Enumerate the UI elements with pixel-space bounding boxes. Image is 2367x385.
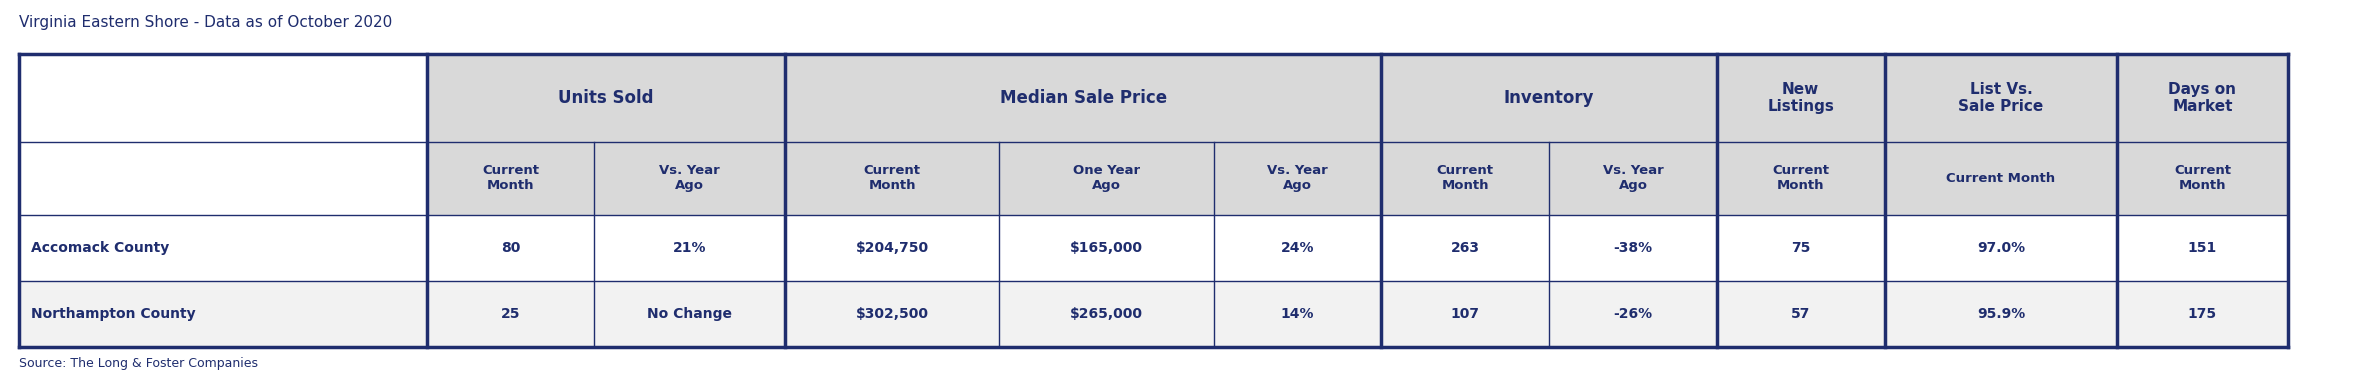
Bar — [1884, 215, 2118, 281]
Text: 175: 175 — [2187, 306, 2218, 321]
Bar — [1716, 281, 1884, 347]
Bar — [426, 281, 594, 347]
Bar — [1548, 142, 1716, 215]
Text: Vs. Year
Ago: Vs. Year Ago — [1602, 164, 1664, 192]
Text: $165,000: $165,000 — [1070, 241, 1143, 255]
Bar — [1382, 281, 1548, 347]
Text: Northampton County: Northampton County — [31, 306, 196, 321]
Bar — [2118, 281, 2287, 347]
Bar — [1214, 281, 1382, 347]
Bar — [1884, 142, 2118, 215]
Text: Inventory: Inventory — [1503, 89, 1595, 107]
Text: 95.9%: 95.9% — [1976, 306, 2026, 321]
Text: 80: 80 — [502, 241, 521, 255]
Text: Median Sale Price: Median Sale Price — [999, 89, 1167, 107]
Bar — [2118, 142, 2287, 215]
Text: 151: 151 — [2187, 241, 2218, 255]
Text: No Change: No Change — [646, 306, 731, 321]
Text: Units Sold: Units Sold — [559, 89, 653, 107]
Bar — [1214, 215, 1382, 281]
Bar — [594, 142, 786, 215]
Text: -26%: -26% — [1614, 306, 1652, 321]
Text: 263: 263 — [1451, 241, 1479, 255]
Text: 21%: 21% — [672, 241, 705, 255]
Bar — [999, 281, 1214, 347]
Bar — [19, 281, 426, 347]
Text: Vs. Year
Ago: Vs. Year Ago — [660, 164, 720, 192]
Bar — [1716, 142, 1884, 215]
Text: Current
Month: Current Month — [1773, 164, 1830, 192]
Bar — [786, 281, 999, 347]
Text: Current Month: Current Month — [1946, 172, 2055, 185]
Bar — [2118, 215, 2287, 281]
Bar — [1548, 281, 1716, 347]
Text: Virginia Eastern Shore - Data as of October 2020: Virginia Eastern Shore - Data as of Octo… — [19, 15, 393, 30]
Bar — [1884, 281, 2118, 347]
Text: Current
Month: Current Month — [864, 164, 921, 192]
Bar — [19, 215, 426, 281]
Bar — [1382, 215, 1548, 281]
Text: Current
Month: Current Month — [2173, 164, 2232, 192]
Text: -38%: -38% — [1614, 241, 1652, 255]
Bar — [999, 215, 1214, 281]
Bar — [2118, 54, 2287, 142]
Text: $204,750: $204,750 — [857, 241, 928, 255]
Bar — [19, 54, 426, 142]
Text: Current
Month: Current Month — [1437, 164, 1494, 192]
Text: 97.0%: 97.0% — [1976, 241, 2026, 255]
Text: $265,000: $265,000 — [1070, 306, 1143, 321]
Text: 57: 57 — [1792, 306, 1811, 321]
Bar — [786, 54, 1382, 142]
Bar — [1382, 54, 1716, 142]
Bar — [594, 281, 786, 347]
Bar — [999, 142, 1214, 215]
Bar — [786, 215, 999, 281]
Bar — [1548, 215, 1716, 281]
Text: $302,500: $302,500 — [857, 306, 928, 321]
Bar — [1884, 54, 2118, 142]
Text: 25: 25 — [502, 306, 521, 321]
Bar — [1716, 215, 1884, 281]
Bar — [1716, 54, 1884, 142]
Text: 75: 75 — [1792, 241, 1811, 255]
Text: New
Listings: New Listings — [1768, 82, 1834, 114]
Text: Days on
Market: Days on Market — [2168, 82, 2237, 114]
Text: 24%: 24% — [1281, 241, 1314, 255]
Text: Vs. Year
Ago: Vs. Year Ago — [1266, 164, 1328, 192]
Bar — [426, 215, 594, 281]
Bar — [19, 142, 426, 215]
Text: 107: 107 — [1451, 306, 1479, 321]
Text: Current
Month: Current Month — [483, 164, 540, 192]
Bar — [786, 142, 999, 215]
Text: 14%: 14% — [1281, 306, 1314, 321]
Bar — [426, 142, 594, 215]
Bar — [426, 54, 786, 142]
Text: Source: The Long & Foster Companies: Source: The Long & Foster Companies — [19, 357, 258, 370]
Bar — [1382, 142, 1548, 215]
Text: Accomack County: Accomack County — [31, 241, 168, 255]
Bar — [594, 215, 786, 281]
Bar — [1214, 142, 1382, 215]
Text: One Year
Ago: One Year Ago — [1072, 164, 1141, 192]
Text: List Vs.
Sale Price: List Vs. Sale Price — [1958, 82, 2043, 114]
